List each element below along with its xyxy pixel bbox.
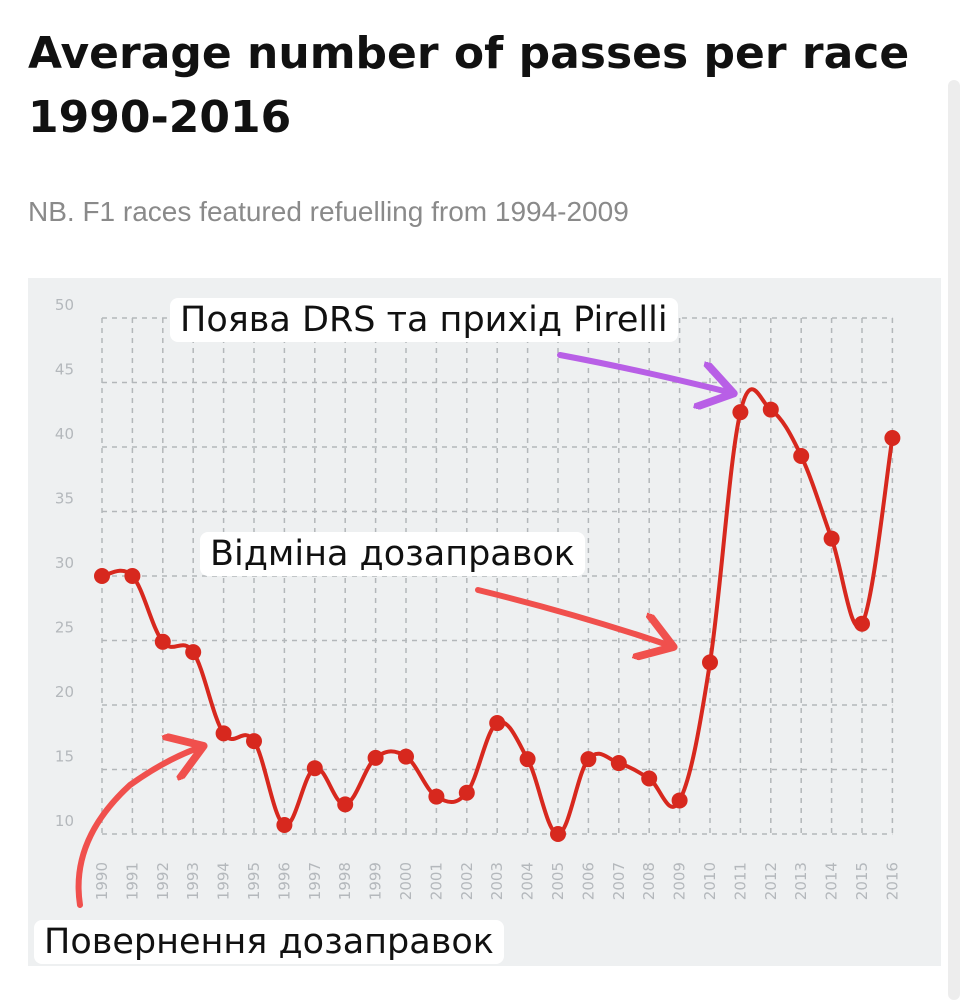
x-tick-label: 1993 [184,862,202,900]
data-point [550,826,566,842]
x-tick-label: 2003 [488,862,506,900]
x-tick-label: 2007 [610,862,628,900]
x-tick-label: 1991 [123,862,141,900]
x-tick-label: 1995 [245,862,263,900]
data-point [489,715,506,732]
x-tick-label: 2008 [640,862,658,900]
data-point [154,633,171,650]
x-tick-label: 1997 [306,862,324,900]
annotation-refuel-ban: Відміна дозаправок [200,532,585,576]
data-point [367,749,384,766]
y-tick-label: 40 [55,425,74,443]
x-tick-label: 2013 [792,862,810,900]
y-tick-label: 10 [55,812,74,830]
x-tick-label: 1998 [336,862,354,900]
data-point [458,784,475,801]
y-tick-label: 25 [55,619,74,637]
chart-title: Average number of passes per race 1990-2… [28,28,910,143]
x-tick-label: 1990 [93,862,111,900]
data-point [702,654,718,671]
x-tick-label: 2006 [579,862,597,900]
y-tick-label: 20 [55,683,74,701]
data-point [276,816,293,833]
x-tick-label: 2001 [427,862,445,900]
data-point [94,568,110,584]
data-point [580,751,597,768]
data-point [428,788,445,805]
data-point [215,725,232,742]
x-tick-label: 2015 [853,862,871,900]
x-tick-label: 1992 [154,862,172,900]
y-tick-label: 15 [55,748,74,766]
data-point [246,733,262,750]
x-tick-label: 2009 [671,862,689,900]
x-tick-label: 2004 [519,862,537,900]
y-axis-ticks: 10 15 20 25 30 35 40 45 50 [55,296,74,830]
x-tick-label: 2010 [701,862,719,900]
data-point [671,792,688,809]
x-tick-label: 1994 [215,862,233,900]
chart-subtitle: NB. F1 races featured refuelling from 19… [28,196,629,227]
annotation-arrow-refuel-ban [475,587,668,645]
annotation-arrow-drs [557,352,728,392]
x-tick-label: 2012 [762,862,780,900]
data-point [398,748,414,765]
annotation-drs-pirelli: Поява DRS та прихід Pirelli [170,298,678,342]
data-point [306,760,323,777]
annotation-refuel-return: Повернення дозаправок [34,920,504,964]
y-tick-label: 50 [55,296,74,314]
x-tick-label: 2014 [823,862,841,900]
plot-area [28,278,941,966]
data-point [124,568,141,584]
data-point [793,448,810,465]
annotation-arrow-refuel-return [75,748,198,908]
y-tick-label: 35 [55,490,74,508]
data-points [94,401,901,842]
x-tick-label: 1996 [275,862,293,900]
x-tick-label: 2002 [458,862,476,900]
data-point [610,755,627,772]
x-axis-ticks: 1990 1991 1992 1993 1994 1995 1996 1997 1998 1999… [93,862,901,900]
data-point [519,751,536,768]
x-tick-label: 2016 [883,862,901,900]
x-tick-label: 2005 [549,862,567,900]
data-point [337,796,354,813]
x-tick-label: 1999 [367,862,385,900]
data-point [641,770,658,787]
y-tick-label: 45 [55,361,74,379]
data-point [884,429,901,446]
data-point [185,644,202,661]
x-tick-label: 2000 [397,862,415,900]
data-point [732,404,749,421]
data-point [854,615,870,632]
grid-lines [101,317,894,835]
data-point [823,530,840,547]
y-tick-label: 30 [55,554,74,572]
data-point [762,401,779,418]
x-tick-label: 2011 [731,862,749,900]
scrollbar[interactable] [948,80,960,1000]
